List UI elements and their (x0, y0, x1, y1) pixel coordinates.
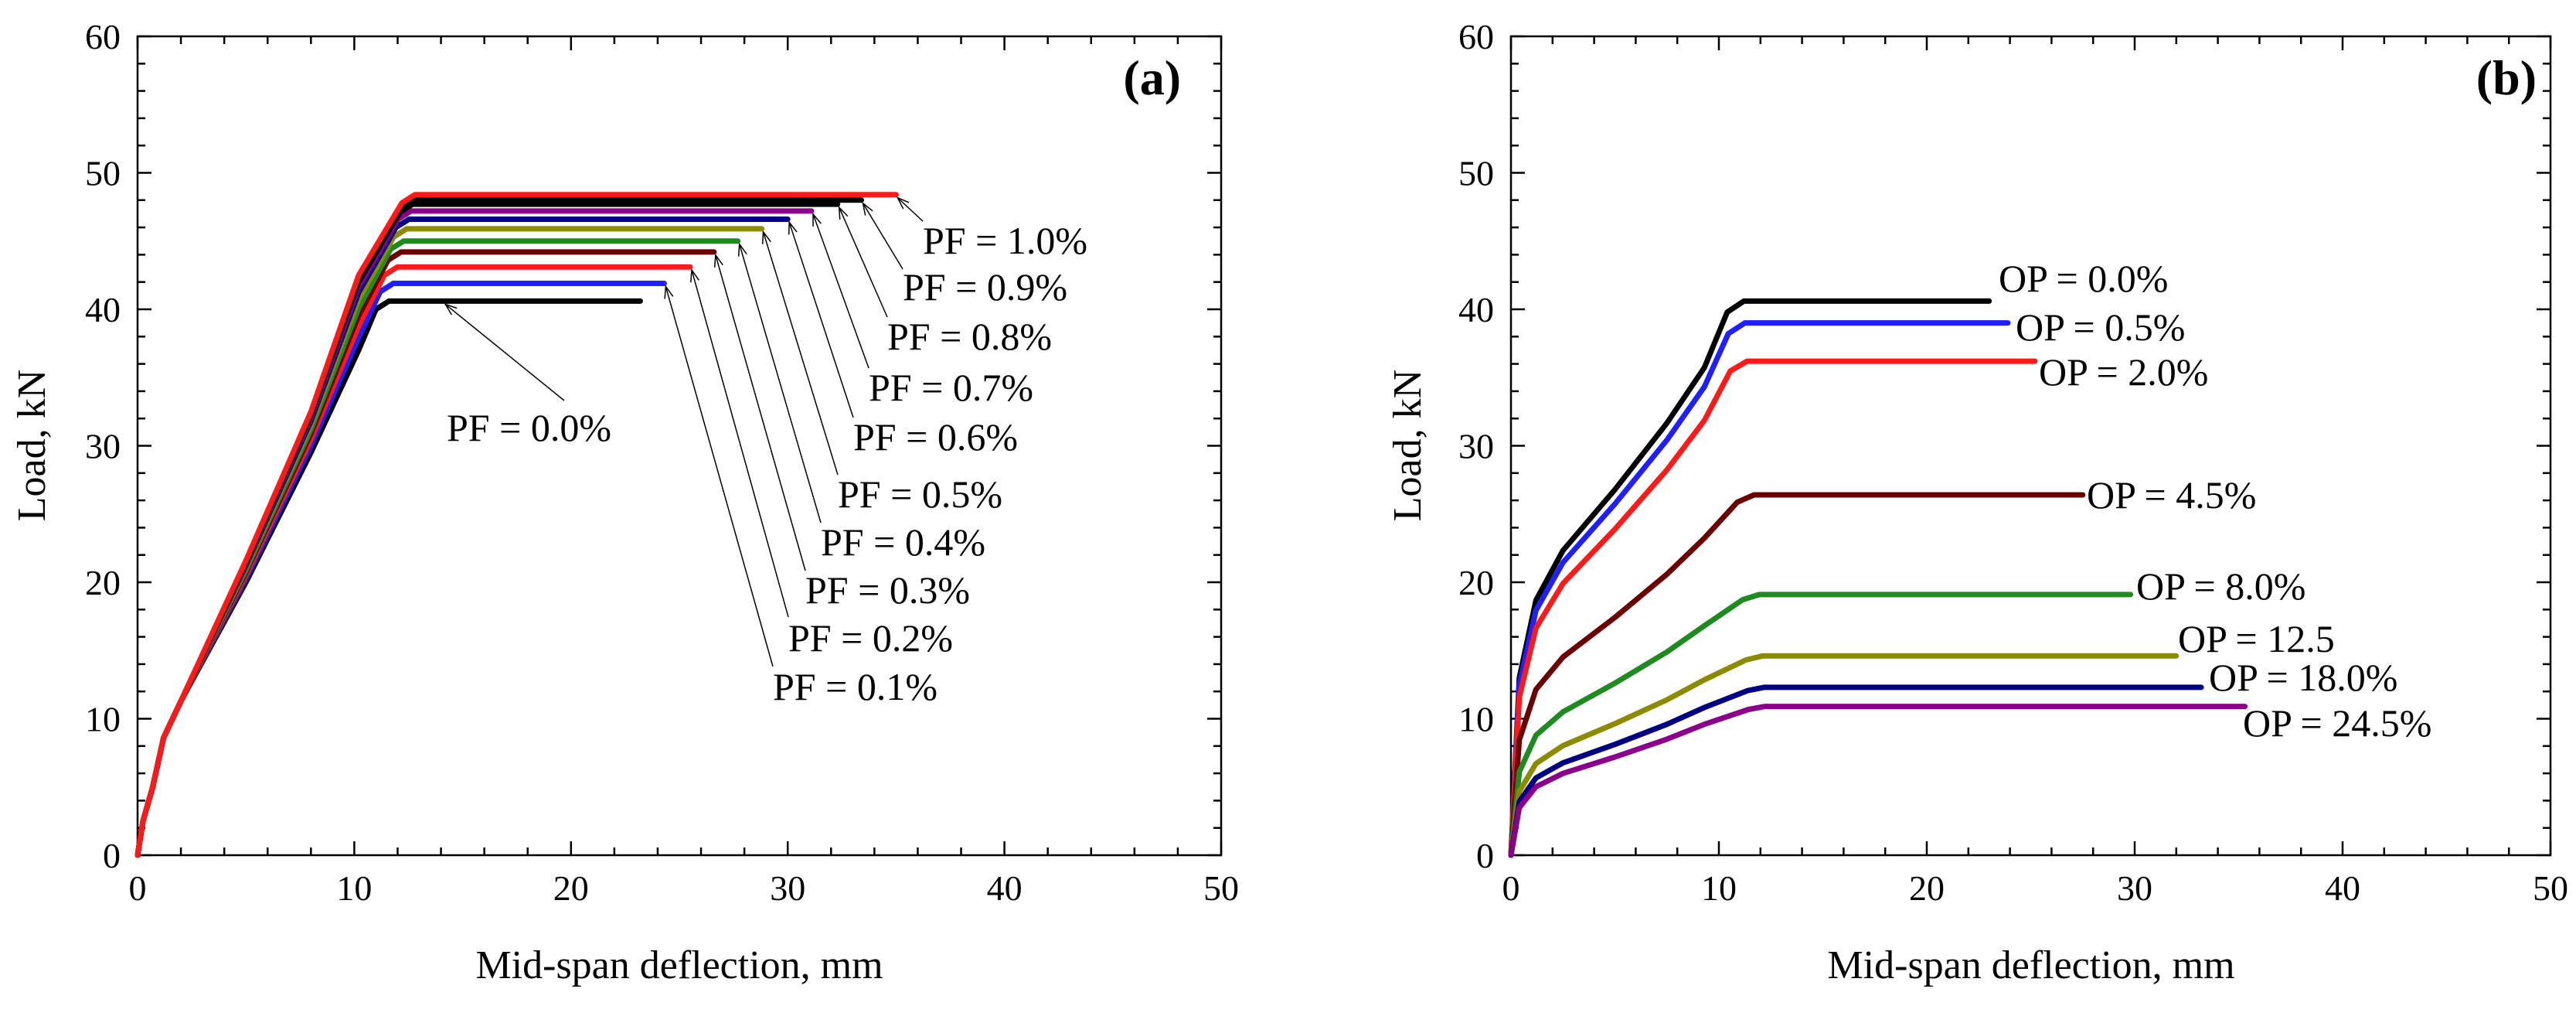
x-tick-label: 0 (1502, 868, 1520, 908)
leader-arrowhead (862, 201, 873, 216)
leader-line (691, 270, 789, 618)
leader-line (897, 197, 924, 222)
leader-line (839, 206, 888, 318)
series-line (1508, 592, 2134, 858)
x-tick-label: 10 (336, 868, 372, 908)
x-tick-label: 30 (2117, 868, 2152, 908)
x-tick-label: 30 (770, 868, 805, 908)
y-tick-label: 30 (85, 427, 121, 466)
series-line (134, 192, 899, 858)
annotation-pf-0-8: PF = 0.8% (887, 315, 1052, 358)
y-tick-label: 50 (85, 154, 121, 193)
leader-lines-a (444, 196, 924, 667)
leader-line (788, 222, 854, 418)
x-tick-label: 0 (129, 868, 147, 908)
series-line (1508, 684, 2204, 858)
annotation-op-8-0: OP = 8.0% (2136, 564, 2305, 608)
annotation-op-12-5: OP = 12.5 (2178, 617, 2335, 660)
leader-arrowhead (788, 220, 798, 235)
axis-ticks-b: 0 10 20 30 40 50 0 10 20 30 40 50 60 (1458, 17, 2568, 908)
series-line (1508, 358, 2038, 858)
chart-panel-a: 0 10 20 30 40 50 0 10 20 30 40 50 60 (a) Mid-span de… (10, 17, 1239, 987)
x-tick-label: 20 (1909, 868, 1945, 908)
series-group-b (1508, 298, 2248, 858)
series-line (1508, 298, 1992, 858)
series-line (134, 197, 864, 858)
series-line (1508, 704, 2248, 858)
annotation-op-24-5: OP = 24.5% (2243, 701, 2431, 745)
leader-arrowhead (737, 242, 747, 257)
leader-arrowhead (444, 303, 458, 315)
leader-arrowhead (838, 206, 849, 220)
x-tick-label: 10 (1701, 868, 1737, 908)
annotation-pf-0-9: PF = 0.9% (903, 265, 1067, 309)
annotation-pf-1-0: PF = 1.0% (923, 219, 1087, 262)
x-axis-label-b: Mid-span deflection, mm (1827, 943, 2234, 987)
annotation-op-18-0: OP = 18.0% (2209, 656, 2397, 699)
leader-line (444, 303, 565, 401)
series-line (1508, 492, 2086, 858)
x-tick-label: 20 (553, 868, 589, 908)
leader-line (738, 244, 822, 523)
y-tick-label: 30 (1458, 427, 1494, 466)
leader-arrowhead (896, 196, 910, 210)
series-line (134, 249, 717, 858)
y-tick-label: 40 (85, 290, 121, 329)
leader-arrowhead (664, 285, 674, 299)
series-line (134, 298, 643, 858)
x-tick-label: 40 (2325, 868, 2360, 908)
series-line (1508, 653, 2180, 858)
x-tick-label: 50 (2533, 868, 2568, 908)
y-axis-label-b: Load, kN (1386, 370, 1430, 521)
leader-arrowhead (690, 268, 699, 283)
annotation-op-4-5: OP = 4.5% (2087, 473, 2256, 517)
series-line (134, 281, 667, 858)
series-group-a (134, 192, 899, 858)
leader-line (715, 254, 806, 571)
annotation-pf-0-4: PF = 0.4% (821, 520, 985, 564)
leader-arrowhead (713, 253, 723, 268)
axis-ticks-a: 0 10 20 30 40 50 0 10 20 30 40 50 60 (85, 17, 1239, 908)
annotation-pf-0-7: PF = 0.7% (869, 366, 1033, 409)
panel-label-a: (a) (1123, 50, 1181, 105)
y-tick-label: 10 (1458, 700, 1494, 739)
annotation-op-2-0: OP = 2.0% (2039, 350, 2208, 394)
y-tick-label: 50 (1458, 154, 1494, 193)
series-line (134, 208, 815, 858)
series-line (134, 264, 693, 858)
y-axis-label-a: Load, kN (10, 370, 54, 521)
x-tick-label: 40 (987, 868, 1023, 908)
series-line (134, 226, 765, 858)
annotation-pf-0-5: PF = 0.5% (838, 472, 1002, 516)
leader-arrowhead (761, 230, 771, 244)
annotation-pf-0-1: PF = 0.1% (773, 665, 938, 708)
series-line (134, 238, 741, 858)
y-tick-label: 20 (85, 563, 121, 602)
y-tick-label: 60 (85, 17, 121, 56)
leader-line (762, 231, 839, 476)
series-line (134, 217, 791, 858)
annotation-pf-0-0: PF = 0.0% (447, 406, 611, 449)
y-tick-label: 60 (1458, 17, 1494, 56)
leader-line (665, 286, 774, 667)
x-axis-label-a: Mid-span deflection, mm (475, 943, 883, 987)
leader-line (812, 213, 869, 369)
y-tick-label: 0 (1476, 836, 1494, 875)
annotation-pf-0-3: PF = 0.3% (805, 568, 970, 612)
chart-panel-b: 0 10 20 30 40 50 0 10 20 30 40 50 60 (b) Mid-span de… (1386, 17, 2568, 987)
leader-arrowhead (812, 212, 822, 227)
y-tick-label: 10 (85, 700, 121, 739)
x-tick-label: 50 (1203, 868, 1239, 908)
panel-label-b: (b) (2476, 50, 2537, 105)
annotation-op-0-0: OP = 0.0% (1999, 257, 2168, 300)
annotation-op-0-5: OP = 0.5% (2016, 305, 2185, 349)
annotation-pf-0-6: PF = 0.6% (853, 415, 1018, 459)
y-tick-label: 20 (1458, 563, 1494, 602)
y-tick-label: 40 (1458, 290, 1494, 329)
annotation-pf-0-2: PF = 0.2% (788, 616, 953, 660)
series-line (1508, 320, 2011, 858)
y-tick-label: 0 (103, 836, 121, 875)
leader-line (862, 203, 903, 270)
